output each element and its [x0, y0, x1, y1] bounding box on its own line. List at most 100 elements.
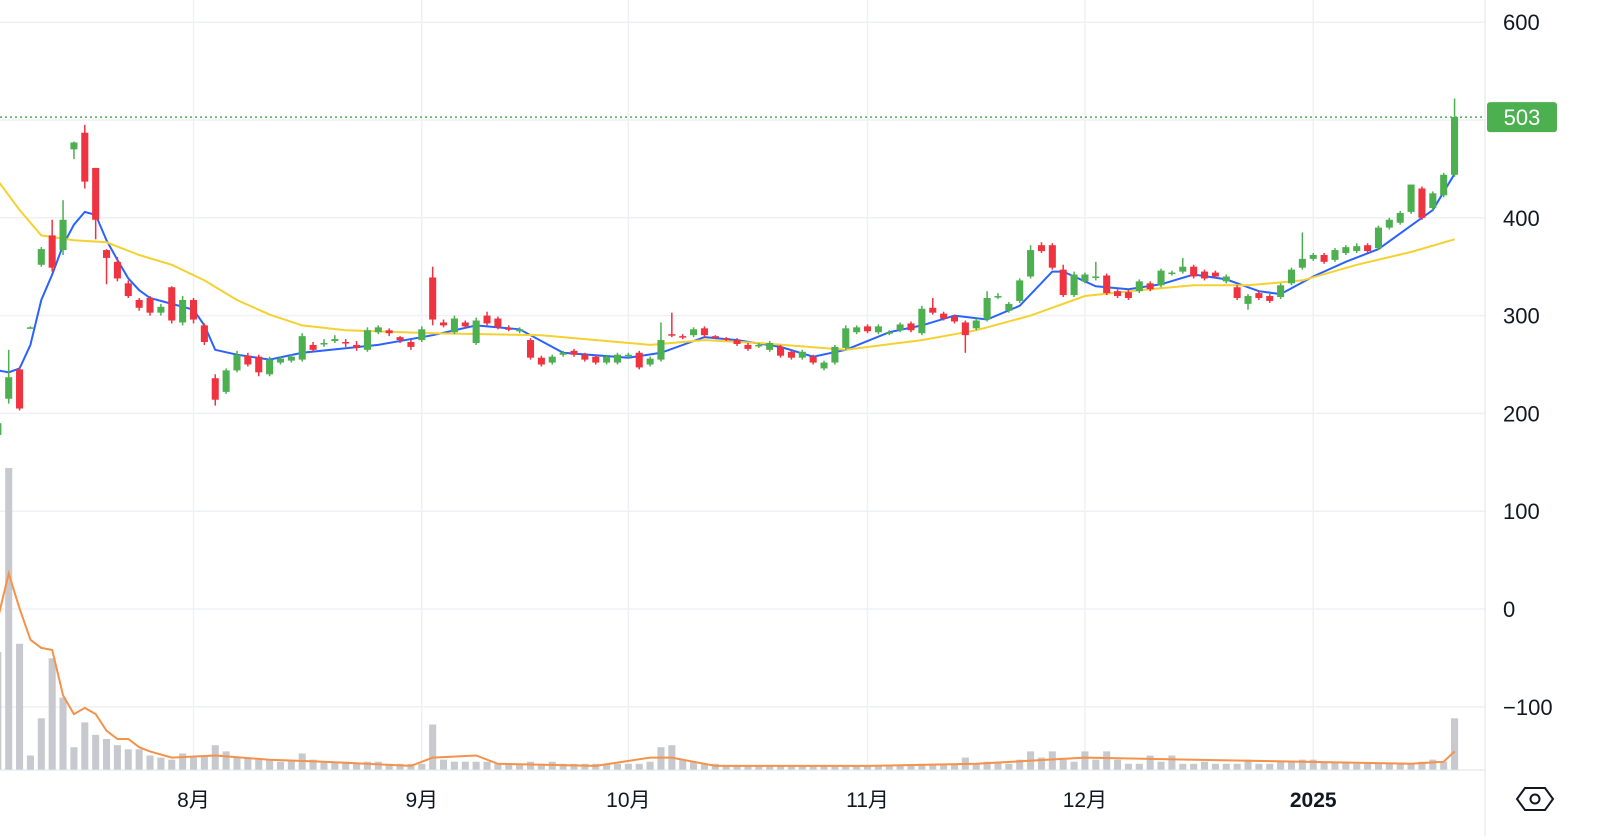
volume-bar — [1429, 759, 1437, 770]
candle-body — [809, 356, 817, 363]
candle-body — [548, 356, 556, 363]
candle-body — [570, 350, 578, 355]
volume-bar — [48, 658, 56, 770]
candle-body — [418, 329, 426, 341]
candle-body — [1092, 276, 1100, 278]
volume-bar — [1016, 759, 1024, 770]
volume-bar — [842, 765, 850, 770]
candle-body — [863, 326, 872, 332]
candle-body — [777, 346, 785, 356]
volume-bar — [1266, 763, 1274, 770]
volume-bar — [396, 763, 404, 770]
volume-bar — [1353, 763, 1361, 770]
volume-bar — [657, 747, 665, 770]
x-tick-label: 8月 — [177, 789, 210, 812]
volume-bar — [983, 761, 991, 770]
candle-body — [1385, 219, 1393, 228]
settings-button[interactable] — [1515, 787, 1555, 811]
candle-body — [461, 322, 469, 327]
candle-body — [1211, 272, 1219, 277]
volume-bar — [646, 761, 654, 770]
moving-average-line — [0, 173, 1456, 374]
volume-bar — [1451, 718, 1459, 770]
volume-bar — [287, 759, 295, 770]
candle-body — [0, 423, 2, 435]
volume-bar — [26, 755, 34, 770]
volume-bar — [494, 763, 502, 770]
candle-body — [1418, 188, 1426, 218]
candle-body — [494, 318, 502, 328]
candle-body — [472, 320, 480, 343]
candle-body — [940, 313, 948, 319]
volume-bar — [1298, 759, 1306, 770]
candle-body — [1277, 285, 1285, 298]
volume-bar — [37, 718, 45, 770]
candle-body — [1005, 303, 1013, 311]
volume-bar — [863, 765, 872, 770]
volume-bar — [679, 759, 687, 770]
volume-bar — [1048, 751, 1056, 770]
volume-bar — [1200, 761, 1209, 770]
candle-body — [755, 344, 763, 347]
volume-bar — [168, 759, 176, 770]
volume-bar — [690, 761, 698, 770]
volume-bar — [342, 761, 350, 770]
volume-bar — [874, 765, 882, 770]
volume-bar — [700, 763, 708, 770]
volume-bar — [1233, 763, 1241, 770]
candle-body — [211, 378, 219, 400]
volume-bar — [809, 765, 817, 770]
volume-bar — [537, 763, 545, 770]
candle-body — [1037, 245, 1045, 252]
candle-body — [1298, 258, 1306, 268]
volume-bar — [1092, 759, 1100, 770]
candle-body — [483, 315, 491, 324]
candle-body — [1309, 254, 1317, 259]
volume-bar — [222, 751, 230, 770]
candle-body — [700, 328, 708, 336]
settings-icon[interactable] — [1515, 787, 1555, 811]
candle-body — [516, 329, 524, 332]
volume-bar — [320, 761, 328, 770]
candle-body — [744, 344, 752, 349]
candle-body — [37, 249, 45, 265]
candle-body — [526, 340, 535, 358]
candle-body — [450, 318, 458, 333]
volume-bar — [472, 761, 480, 770]
volume-bar — [1418, 761, 1426, 770]
settings-icon-center[interactable] — [1529, 793, 1541, 805]
volume-bar — [1157, 761, 1165, 770]
candle-body — [1114, 291, 1122, 297]
volume-bar — [1070, 761, 1078, 770]
candle-body — [1331, 250, 1339, 260]
volume-bar — [733, 765, 741, 770]
candle-body — [363, 330, 371, 350]
volume-bar — [570, 763, 578, 770]
volume-bar — [374, 761, 382, 770]
candle-body — [766, 342, 774, 350]
candle-body — [200, 325, 208, 343]
candle-body — [505, 328, 513, 330]
volume-bar — [918, 763, 926, 770]
volume-bar — [624, 763, 632, 770]
candle-body — [255, 356, 263, 373]
volume-bar — [1190, 763, 1198, 770]
candle-body — [1440, 174, 1448, 196]
volume-bar — [5, 467, 13, 770]
candle-body — [874, 326, 882, 333]
candle-body — [124, 283, 132, 297]
candle-body — [820, 362, 828, 369]
volume-bar — [353, 763, 361, 770]
candle-body — [1266, 296, 1274, 301]
candle-body — [1146, 283, 1154, 290]
candle-body — [92, 167, 100, 220]
candle-body — [1190, 266, 1198, 277]
candle-body — [429, 277, 437, 320]
volume-bar — [1179, 763, 1187, 770]
volume-bar — [1124, 763, 1132, 770]
y-tick-label: 0 — [1503, 597, 1515, 622]
candle-body — [722, 338, 730, 340]
candle-body — [690, 329, 698, 336]
y-tick-label: 200 — [1503, 401, 1540, 426]
candle-body — [635, 352, 643, 368]
